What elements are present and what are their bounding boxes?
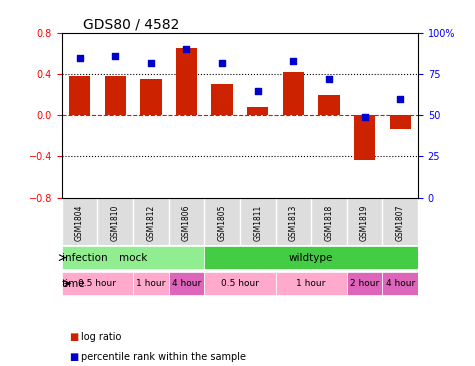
Point [361,114,369,120]
Point [325,76,332,82]
Text: infection: infection [62,253,108,263]
Bar [247,107,268,115]
Text: GSM1806: GSM1806 [182,205,191,241]
Text: wildtype: wildtype [289,253,333,263]
Text: percentile rank within the sample: percentile rank within the sample [81,352,246,362]
Text: log ratio: log ratio [81,332,121,342]
Bar [283,72,304,115]
Bar [104,76,126,115]
Point [254,87,261,93]
Bar [354,115,375,160]
FancyBboxPatch shape [133,272,169,295]
Text: ■: ■ [69,352,78,362]
Text: GSM1804: GSM1804 [75,205,84,241]
Point [396,96,404,102]
FancyBboxPatch shape [169,272,204,295]
FancyBboxPatch shape [276,272,347,295]
FancyBboxPatch shape [204,272,276,295]
FancyBboxPatch shape [347,272,382,295]
Bar [69,76,90,115]
Text: 2 hour: 2 hour [350,279,379,288]
Point [76,55,84,60]
Text: GSM1813: GSM1813 [289,205,298,241]
Text: 4 hour: 4 hour [386,279,415,288]
Point [111,53,119,59]
FancyBboxPatch shape [382,272,418,295]
FancyBboxPatch shape [204,246,418,269]
Text: GSM1805: GSM1805 [218,205,227,241]
FancyBboxPatch shape [62,272,133,295]
FancyBboxPatch shape [62,246,204,269]
Text: 1 hour: 1 hour [296,279,326,288]
Text: mock: mock [119,253,147,263]
Point [147,60,155,66]
Point [218,60,226,66]
Text: 0.5 hour: 0.5 hour [221,279,259,288]
Text: GSM1811: GSM1811 [253,205,262,241]
Text: GSM1812: GSM1812 [146,205,155,241]
Text: 0.5 hour: 0.5 hour [78,279,116,288]
Bar [318,95,340,115]
Point [182,46,190,52]
Text: ■: ■ [69,332,78,342]
Text: GSM1818: GSM1818 [324,205,333,241]
Text: 1 hour: 1 hour [136,279,165,288]
Text: GSM1807: GSM1807 [396,205,405,241]
Text: 4 hour: 4 hour [172,279,201,288]
Bar [390,115,411,129]
Text: GSM1810: GSM1810 [111,205,120,241]
Bar [140,79,162,115]
Text: time: time [62,279,86,288]
Text: GDS80 / 4582: GDS80 / 4582 [83,18,180,32]
Point [289,58,297,64]
Bar [176,48,197,115]
Bar [211,85,233,115]
Text: GSM1819: GSM1819 [360,205,369,241]
